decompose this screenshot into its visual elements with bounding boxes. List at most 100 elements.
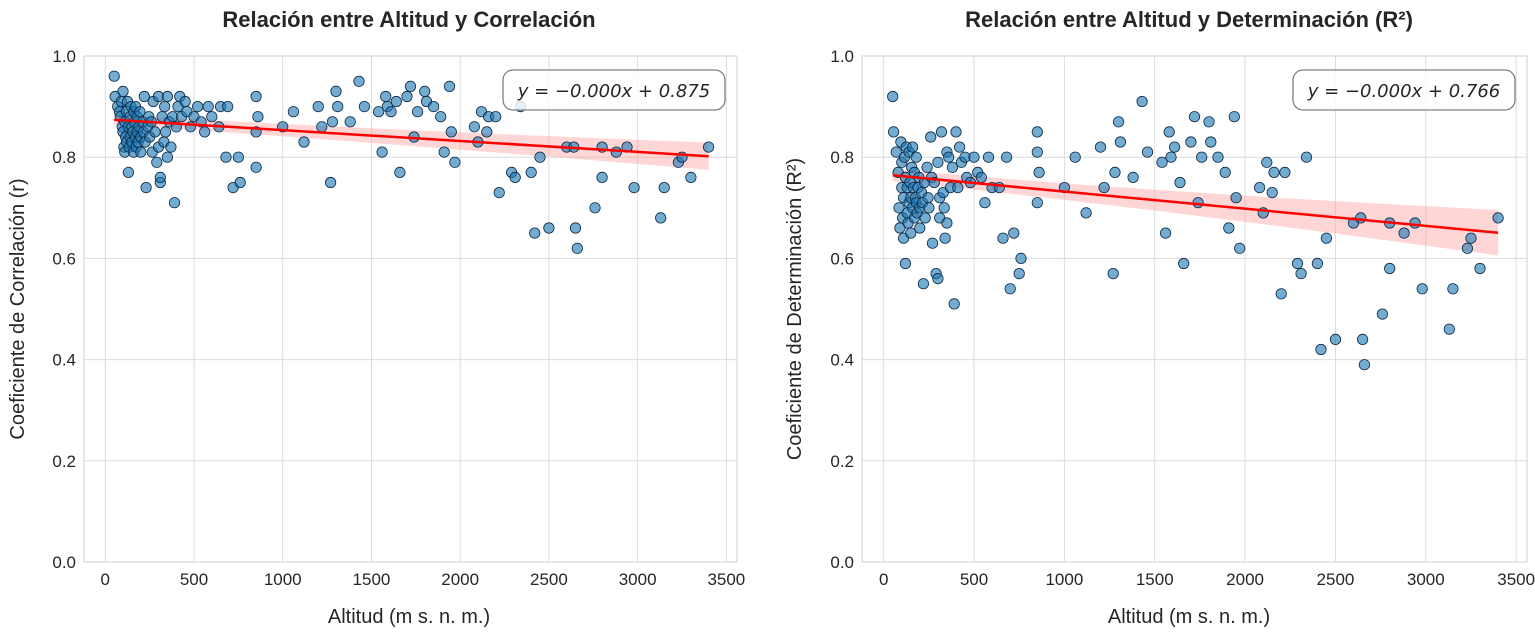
data-point bbox=[411, 106, 424, 118]
data-point bbox=[1114, 136, 1127, 148]
data-point bbox=[435, 111, 447, 123]
data-point bbox=[975, 171, 987, 183]
data-point bbox=[1033, 166, 1045, 178]
data-point bbox=[1015, 252, 1027, 264]
x-tick-label: 2000 bbox=[441, 570, 479, 589]
data-point bbox=[569, 222, 582, 234]
data-point bbox=[117, 85, 129, 98]
data-point bbox=[1311, 257, 1324, 270]
data-point bbox=[1447, 283, 1459, 295]
data-point bbox=[449, 156, 461, 168]
data-point bbox=[1384, 262, 1396, 275]
data-point bbox=[1228, 111, 1240, 123]
x-tick-label: 0 bbox=[879, 570, 888, 589]
data-point bbox=[932, 156, 944, 168]
data-point bbox=[1212, 151, 1224, 163]
equation-box bbox=[502, 69, 726, 111]
data-point bbox=[887, 90, 899, 103]
y-tick-label: 1.0 bbox=[52, 47, 76, 66]
data-point bbox=[1188, 111, 1201, 123]
data-point bbox=[1261, 156, 1273, 168]
data-point bbox=[922, 192, 934, 204]
x-tick-label: 0 bbox=[101, 570, 110, 589]
data-point bbox=[1136, 95, 1148, 108]
x-tick-label: 1500 bbox=[353, 570, 391, 589]
data-point bbox=[1409, 217, 1421, 229]
data-point bbox=[427, 101, 440, 113]
data-point bbox=[1300, 151, 1313, 163]
data-point bbox=[894, 222, 906, 234]
data-point bbox=[220, 151, 232, 163]
data-point bbox=[1174, 176, 1186, 189]
x-tick-label: 500 bbox=[180, 570, 208, 589]
data-point bbox=[890, 146, 902, 158]
data-point bbox=[917, 278, 930, 290]
y-tick-label: 0.8 bbox=[830, 148, 854, 167]
chart-title: Relación entre Altitud y Determinación (… bbox=[965, 7, 1413, 32]
y-tick-label: 0.2 bbox=[52, 452, 76, 471]
data-point bbox=[1295, 267, 1307, 280]
data-point bbox=[222, 101, 234, 113]
data-point bbox=[1234, 242, 1246, 254]
data-point bbox=[1355, 212, 1367, 224]
data-point bbox=[1266, 187, 1278, 199]
x-tick-label: 1500 bbox=[1136, 570, 1174, 589]
x-tick-label: 1000 bbox=[264, 570, 302, 589]
data-point bbox=[312, 101, 324, 113]
data-point bbox=[252, 111, 264, 123]
data-point bbox=[887, 126, 900, 138]
data-point bbox=[358, 101, 370, 113]
data-point bbox=[1080, 207, 1092, 219]
data-point bbox=[1416, 283, 1428, 295]
data-point bbox=[1185, 136, 1197, 148]
data-point bbox=[394, 166, 406, 178]
data-point bbox=[910, 151, 922, 163]
data-point bbox=[234, 176, 246, 189]
data-point bbox=[298, 136, 310, 148]
y-tick-label: 0.0 bbox=[52, 553, 76, 572]
y-tick-label: 1.0 bbox=[830, 47, 854, 66]
data-point bbox=[287, 106, 299, 118]
data-point bbox=[192, 101, 204, 113]
data-point bbox=[919, 212, 931, 224]
data-point bbox=[1254, 182, 1266, 194]
data-point bbox=[468, 121, 480, 133]
data-point bbox=[953, 141, 966, 153]
data-point bbox=[1156, 156, 1168, 168]
data-point bbox=[165, 141, 177, 153]
data-point bbox=[926, 237, 939, 249]
data-point bbox=[380, 90, 392, 103]
data-point bbox=[950, 126, 962, 138]
data-point bbox=[140, 182, 152, 194]
data-point bbox=[1008, 227, 1020, 239]
data-point bbox=[353, 75, 365, 87]
y-tick-label: 0.4 bbox=[52, 351, 76, 370]
data-point bbox=[1031, 126, 1043, 138]
data-point bbox=[1107, 267, 1119, 280]
data-point bbox=[921, 161, 933, 173]
regression-line bbox=[114, 118, 709, 158]
data-point bbox=[543, 222, 555, 234]
data-point bbox=[179, 95, 191, 108]
data-point bbox=[1230, 192, 1242, 204]
y-tick-label: 0.4 bbox=[830, 351, 854, 370]
data-point bbox=[149, 126, 161, 138]
data-point bbox=[1004, 283, 1016, 295]
data-point bbox=[571, 242, 583, 254]
data-point bbox=[1069, 151, 1081, 163]
data-point bbox=[1398, 227, 1410, 239]
data-point bbox=[1094, 141, 1107, 153]
data-point bbox=[161, 151, 173, 163]
x-tick-label: 3000 bbox=[619, 570, 657, 589]
data-point bbox=[938, 202, 950, 214]
data-point bbox=[525, 166, 537, 178]
x-axis-label: Altitud (m s. n. m.) bbox=[328, 606, 490, 628]
chart-title: Relación entre Altitud y Correlación bbox=[222, 7, 595, 32]
data-point bbox=[1013, 267, 1025, 280]
x-tick-label: 500 bbox=[960, 570, 988, 589]
plot-frame bbox=[83, 55, 738, 563]
regression-equation: y = −0.000x + 0.875 bbox=[517, 81, 711, 102]
data-point bbox=[893, 202, 905, 214]
data-point bbox=[161, 90, 173, 103]
